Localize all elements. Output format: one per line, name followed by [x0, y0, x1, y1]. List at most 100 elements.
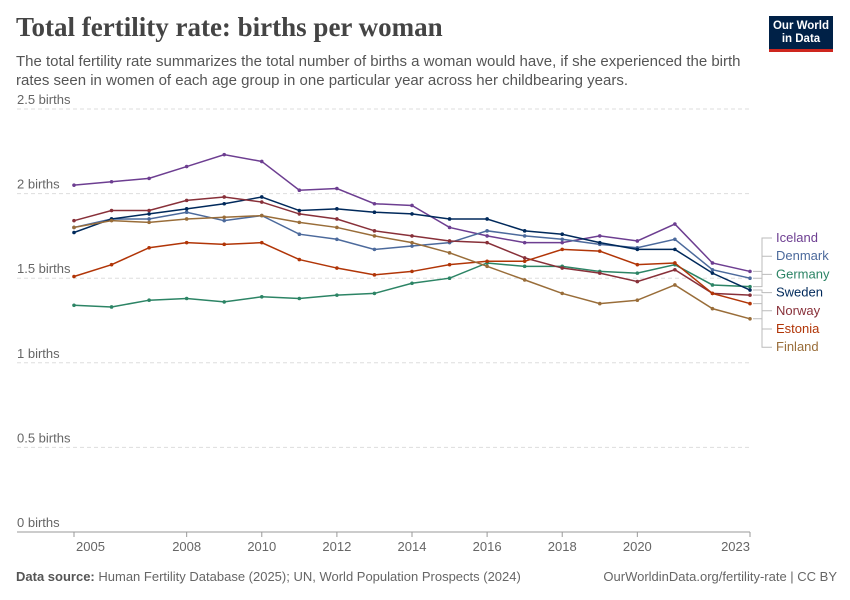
point — [335, 266, 339, 270]
point — [72, 218, 76, 223]
y-tick-label: 0.5 births — [17, 430, 71, 445]
x-tick-label: 2018 — [548, 539, 577, 554]
point — [297, 257, 302, 262]
point — [297, 212, 302, 216]
point — [560, 240, 565, 245]
point — [222, 195, 227, 199]
point — [184, 207, 189, 211]
url: OurWorldinData.org/fertility-rate | CC B… — [603, 569, 837, 584]
point — [372, 229, 377, 233]
x-tick-label: 2016 — [473, 539, 502, 554]
point — [109, 305, 114, 309]
point — [710, 267, 715, 272]
point — [748, 276, 752, 281]
point — [410, 203, 414, 208]
point — [259, 213, 264, 218]
x-tick-label: 2014 — [398, 539, 427, 554]
point — [410, 281, 414, 286]
point — [560, 266, 565, 270]
y-tick-label: 2.5 births — [17, 92, 71, 107]
point — [522, 234, 527, 238]
point — [297, 232, 302, 237]
point — [147, 245, 151, 250]
point — [109, 262, 114, 267]
point — [372, 210, 377, 215]
point — [748, 301, 752, 306]
x-tick-label: 2010 — [247, 539, 276, 554]
point — [372, 291, 377, 296]
point — [447, 262, 452, 267]
point — [673, 261, 677, 265]
point — [147, 217, 151, 221]
point — [410, 240, 414, 245]
y-tick-label: 0 births — [17, 515, 60, 530]
point — [710, 261, 715, 265]
legend-label: Denmark — [776, 248, 829, 263]
point — [673, 283, 677, 287]
label-connector — [753, 294, 772, 312]
point — [522, 259, 527, 264]
point — [147, 220, 151, 225]
point — [748, 284, 752, 289]
point — [297, 220, 302, 225]
point — [222, 300, 227, 304]
label-connector — [753, 273, 772, 288]
point — [410, 244, 414, 248]
point — [710, 283, 715, 287]
point — [748, 317, 752, 321]
source: Data source: Human Fertility Database (2… — [16, 569, 521, 584]
point — [447, 217, 452, 221]
point — [673, 247, 677, 252]
point — [673, 237, 677, 242]
point — [560, 237, 565, 242]
point — [109, 218, 114, 223]
point — [222, 218, 227, 223]
point — [335, 225, 339, 230]
point — [522, 264, 527, 269]
point — [410, 269, 414, 274]
x-tick-label: 2020 — [623, 539, 652, 554]
point — [222, 242, 227, 247]
point — [597, 301, 602, 306]
x-tick-label: 2023 — [721, 539, 750, 554]
point — [184, 217, 189, 221]
chart-title: Total fertility rate: births per woman — [16, 12, 443, 42]
point — [485, 259, 489, 264]
source-label: Data source: — [16, 569, 95, 584]
legend-label: Estonia — [776, 321, 820, 336]
point — [635, 247, 640, 252]
x-tick-label: 2008 — [172, 539, 201, 554]
point — [72, 183, 76, 187]
point — [184, 296, 189, 301]
point — [485, 217, 489, 221]
point — [597, 240, 602, 245]
point — [635, 298, 640, 302]
point — [147, 176, 151, 181]
point — [748, 288, 752, 292]
point — [297, 296, 302, 301]
point — [748, 269, 752, 274]
label-connector — [753, 255, 772, 279]
label-connector — [753, 289, 772, 294]
point — [335, 207, 339, 211]
point — [522, 240, 527, 245]
point — [335, 293, 339, 297]
point — [710, 306, 715, 311]
point — [259, 295, 264, 299]
point — [184, 198, 189, 203]
point — [372, 247, 377, 252]
point — [447, 239, 452, 243]
point — [635, 271, 640, 275]
point — [635, 239, 640, 243]
legend-label: Norway — [776, 303, 821, 318]
label-connector — [753, 303, 772, 330]
point — [522, 256, 527, 260]
point — [410, 212, 414, 216]
point — [147, 298, 151, 302]
point — [635, 262, 640, 267]
point — [560, 232, 565, 237]
point — [485, 229, 489, 233]
point — [335, 186, 339, 191]
point — [259, 200, 264, 204]
